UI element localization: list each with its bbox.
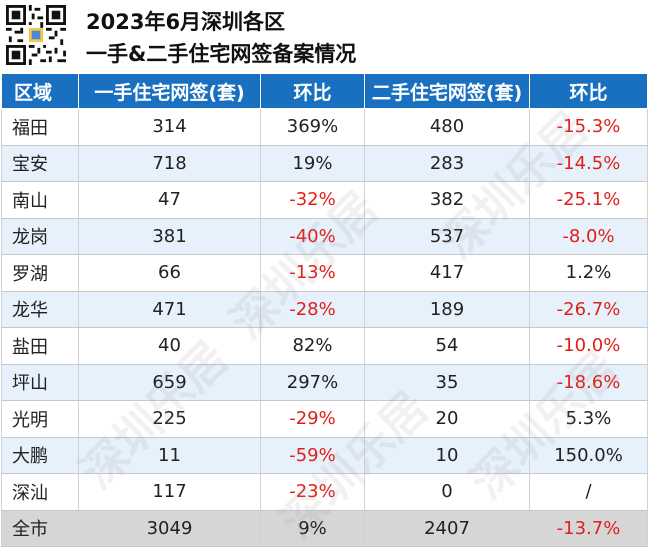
header: 2023年6月深圳各区 一手&二手住宅网签备案情况 xyxy=(0,0,649,72)
cell-new-mom: 297% xyxy=(260,364,365,401)
cell-new-mom: 9% xyxy=(260,510,365,547)
header-second-signed: 二手住宅网签(套) xyxy=(364,73,530,109)
cell-second-signed: 10 xyxy=(364,437,530,474)
cell-new-signed: 225 xyxy=(78,400,261,438)
cell-district: 宝安 xyxy=(1,145,79,182)
table-row: 福田 314 369% 480 -15.3% xyxy=(1,108,648,146)
cell-second-mom: 150.0% xyxy=(529,437,648,474)
cell-new-mom: -13% xyxy=(260,254,365,292)
cell-district: 深汕 xyxy=(1,473,79,511)
qr-code-icon xyxy=(6,5,66,65)
cell-new-mom: -23% xyxy=(260,473,365,511)
table-row: 光明 225 -29% 20 5.3% xyxy=(1,400,648,438)
header-second-mom: 环比 xyxy=(529,73,648,109)
cell-new-mom: 19% xyxy=(260,145,365,182)
table-header-row: 区域 一手住宅网签(套) 环比 二手住宅网签(套) 环比 xyxy=(1,73,648,109)
cell-district: 盐田 xyxy=(1,327,79,365)
cell-new-signed: 40 xyxy=(78,327,261,365)
cell-district: 南山 xyxy=(1,181,79,219)
cell-second-signed: 189 xyxy=(364,291,530,328)
cell-district: 福田 xyxy=(1,108,79,146)
table-row: 坪山 659 297% 35 -18.6% xyxy=(1,364,648,401)
cell-district: 光明 xyxy=(1,400,79,438)
cell-district: 龙华 xyxy=(1,291,79,328)
cell-new-signed: 47 xyxy=(78,181,261,219)
page-subtitle: 一手&二手住宅网签备案情况 xyxy=(86,42,357,66)
cell-new-signed: 314 xyxy=(78,108,261,146)
cell-new-mom: -40% xyxy=(260,218,365,255)
table-row: 宝安 718 19% 283 -14.5% xyxy=(1,145,648,182)
cell-second-mom: -15.3% xyxy=(529,108,648,146)
cell-second-mom: -26.7% xyxy=(529,291,648,328)
table-row: 大鹏 11 -59% 10 150.0% xyxy=(1,437,648,474)
cell-district: 坪山 xyxy=(1,364,79,401)
cell-district: 罗湖 xyxy=(1,254,79,292)
cell-second-signed: 20 xyxy=(364,400,530,438)
cell-district: 龙岗 xyxy=(1,218,79,255)
cell-new-mom: 82% xyxy=(260,327,365,365)
cell-second-mom: -25.1% xyxy=(529,181,648,219)
cell-second-mom: 1.2% xyxy=(529,254,648,292)
table-row: 南山 47 -32% 382 -25.1% xyxy=(1,181,648,219)
cell-new-signed: 66 xyxy=(78,254,261,292)
header-new-signed: 一手住宅网签(套) xyxy=(78,73,261,109)
cell-new-mom: -29% xyxy=(260,400,365,438)
cell-new-mom: -32% xyxy=(260,181,365,219)
cell-new-mom: -28% xyxy=(260,291,365,328)
cell-second-signed: 35 xyxy=(364,364,530,401)
cell-new-signed: 117 xyxy=(78,473,261,511)
cell-second-signed: 283 xyxy=(364,145,530,182)
header-district: 区域 xyxy=(1,73,79,109)
cell-new-signed: 471 xyxy=(78,291,261,328)
cell-new-mom: 369% xyxy=(260,108,365,146)
table-row: 龙华 471 -28% 189 -26.7% xyxy=(1,291,648,328)
cell-second-signed: 417 xyxy=(364,254,530,292)
cell-district: 全市 xyxy=(1,510,79,547)
table-total-row: 全市 3049 9% 2407 -13.7% xyxy=(1,510,648,547)
cell-new-signed: 3049 xyxy=(78,510,261,547)
table-row: 龙岗 381 -40% 537 -8.0% xyxy=(1,218,648,255)
cell-new-signed: 718 xyxy=(78,145,261,182)
table-row: 罗湖 66 -13% 417 1.2% xyxy=(1,254,648,292)
cell-second-signed: 0 xyxy=(364,473,530,511)
cell-second-signed: 382 xyxy=(364,181,530,219)
cell-second-signed: 54 xyxy=(364,327,530,365)
cell-second-mom: -10.0% xyxy=(529,327,648,365)
cell-second-mom: -13.7% xyxy=(529,510,648,547)
cell-second-mom: -14.5% xyxy=(529,145,648,182)
cell-second-mom: -8.0% xyxy=(529,218,648,255)
table-row: 盐田 40 82% 54 -10.0% xyxy=(1,327,648,365)
page-title: 2023年6月深圳各区 xyxy=(86,10,286,34)
cell-second-mom: / xyxy=(529,473,648,511)
cell-second-signed: 537 xyxy=(364,218,530,255)
cell-new-mom: -59% xyxy=(260,437,365,474)
signing-table: 区域 一手住宅网签(套) 环比 二手住宅网签(套) 环比 福田 314 369% 48… xyxy=(1,73,648,547)
table-row: 深汕 117 -23% 0/ xyxy=(1,473,648,511)
cell-second-mom: -18.6% xyxy=(529,364,648,401)
header-new-mom: 环比 xyxy=(260,73,365,109)
cell-new-signed: 381 xyxy=(78,218,261,255)
cell-second-signed: 480 xyxy=(364,108,530,146)
cell-second-mom: 5.3% xyxy=(529,400,648,438)
cell-new-signed: 11 xyxy=(78,437,261,474)
cell-new-signed: 659 xyxy=(78,364,261,401)
cell-district: 大鹏 xyxy=(1,437,79,474)
cell-second-signed: 2407 xyxy=(364,510,530,547)
